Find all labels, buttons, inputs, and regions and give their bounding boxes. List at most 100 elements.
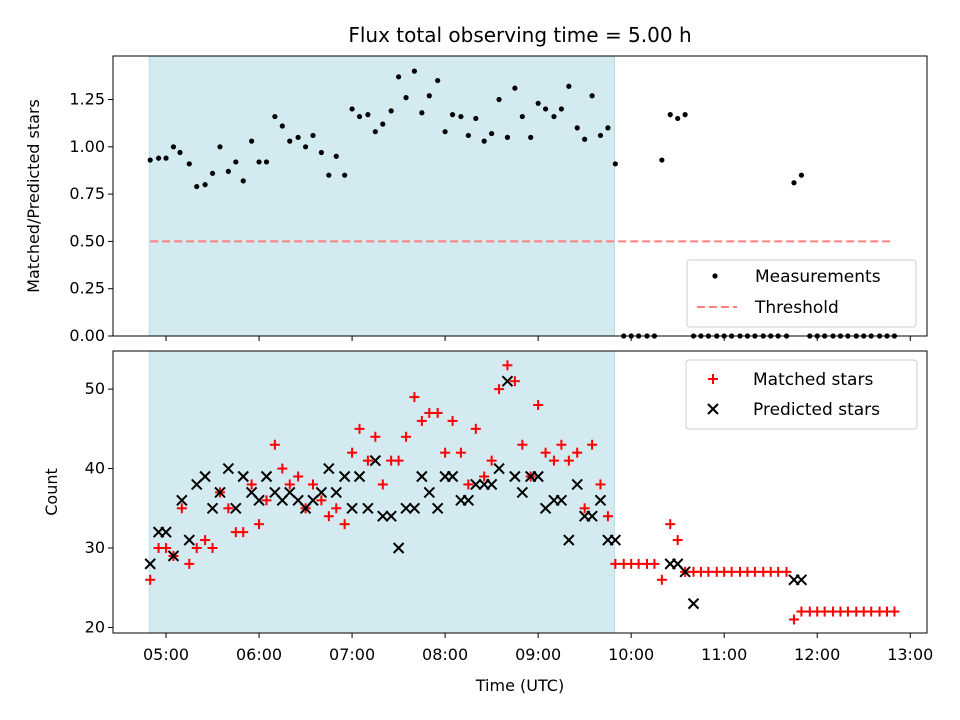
measurement-point — [682, 112, 688, 118]
measurement-point — [177, 149, 183, 156]
measurement-point — [597, 132, 604, 139]
measurement-point — [519, 113, 525, 120]
x-tick-label: 09:00 — [515, 645, 561, 664]
matched-star-point — [316, 495, 327, 506]
measurement-point — [659, 157, 665, 163]
bottom-ylabel: Count — [42, 468, 61, 516]
predicted-star-stroke — [392, 542, 405, 554]
x-tick-label: 11:00 — [701, 645, 747, 664]
matched-star-point — [572, 447, 583, 458]
predicted-star-point — [571, 478, 583, 491]
predicted-star-point — [493, 462, 505, 475]
matched-star-point — [455, 447, 466, 458]
predicted-star-stroke — [144, 558, 156, 570]
predicted-star-stroke — [323, 462, 335, 475]
predicted-star-stroke — [679, 566, 691, 578]
predicted-star-stroke — [423, 486, 436, 499]
predicted-star-point — [377, 510, 389, 522]
predicted-star-point — [260, 470, 273, 483]
matched-star-point — [517, 439, 528, 450]
predicted-star-stroke — [362, 502, 374, 514]
predicted-star-point — [214, 486, 226, 499]
x-tick-label: 05:00 — [143, 645, 189, 664]
measurement-point — [558, 106, 564, 112]
predicted-star-stroke — [555, 494, 568, 507]
predicted-star-stroke — [671, 558, 684, 570]
matched-star-point — [424, 407, 435, 418]
matched-star-point — [703, 566, 714, 577]
matched-star-point — [509, 376, 520, 387]
predicted-star-point — [315, 486, 328, 499]
measurement-point — [582, 136, 588, 142]
x-tick-label: 13:00 — [887, 645, 933, 664]
predicted-star-stroke — [571, 478, 583, 491]
measurement-point — [295, 134, 301, 140]
matched-star-point — [440, 447, 451, 458]
measurement-point — [163, 155, 169, 161]
predicted-star-point — [609, 534, 622, 546]
matched-star-point — [842, 606, 853, 617]
measurement-point — [326, 172, 332, 178]
predicted-star-point — [509, 470, 521, 483]
measurement-point — [318, 149, 324, 156]
x-tick-label: 10:00 — [608, 645, 654, 664]
x-tick-label: 07:00 — [329, 645, 375, 664]
matched-star-point — [200, 535, 211, 546]
matched-star-point — [308, 479, 319, 490]
measurement-point — [225, 168, 231, 175]
bottom-panel-frame — [112, 350, 928, 634]
measurement-point — [589, 93, 595, 99]
measurement-point — [535, 100, 541, 106]
matched-legend-marker — [708, 374, 718, 384]
predicted-star-stroke — [292, 494, 304, 507]
matched-star-point — [447, 415, 458, 426]
measurement-point — [465, 132, 471, 139]
predicted-star-point — [167, 550, 180, 562]
measurement-point — [372, 129, 378, 135]
top-panel-frame — [112, 55, 928, 337]
matched-star-point — [633, 558, 644, 569]
predicted-star-stroke — [206, 502, 219, 514]
predicted-star-point — [353, 470, 366, 483]
predicted-star-stroke — [346, 502, 358, 514]
predicted-star-point — [160, 526, 172, 538]
measurement-point — [411, 68, 418, 74]
predicted-star-stroke — [609, 534, 622, 546]
measurement-point — [310, 132, 316, 139]
predicted-star-point — [330, 486, 342, 499]
observing-window-shade — [148, 55, 615, 337]
predicted-star-stroke — [385, 510, 397, 522]
measurement-point — [279, 123, 285, 129]
threshold-legend-label: Threshold — [754, 298, 839, 318]
measurement-point — [202, 182, 208, 188]
predicted-star-stroke — [563, 534, 575, 546]
predicted-star-stroke — [253, 494, 265, 507]
predicted-star-stroke — [260, 470, 273, 483]
predicted-star-stroke — [501, 375, 514, 387]
matched-star-point — [463, 479, 474, 490]
predicted-legend-label: Predicted stars — [753, 400, 880, 420]
matched-star-point — [726, 566, 737, 577]
matched-star-point — [556, 439, 567, 450]
predicted-star-stroke — [470, 478, 482, 491]
bottom-panel: 20 30 40 50 05:00 06:00 07:00 08:00 09:00 10:00 1… — [42, 350, 933, 695]
measurement-point — [147, 157, 153, 163]
predicted-star-point — [222, 462, 235, 475]
bottom-legend: Matched stars Predicted stars — [685, 359, 918, 430]
measurement-point — [240, 178, 246, 184]
predicted-star-point — [563, 534, 575, 546]
matched-star-point — [238, 527, 249, 538]
matched-star-point — [563, 455, 574, 466]
measurement-point — [263, 159, 270, 165]
measurement-point — [667, 112, 673, 118]
matched-star-point — [889, 606, 900, 617]
measurement-point — [395, 74, 402, 80]
predicted-star-point — [176, 494, 188, 507]
measurement-point — [612, 161, 618, 167]
measurement-point — [209, 170, 216, 176]
matched-star-point — [665, 519, 676, 530]
predicted-star-stroke — [176, 494, 188, 507]
matched-star-point — [749, 566, 760, 577]
predicted-star-point — [400, 502, 412, 514]
matched-star-point — [339, 519, 350, 530]
